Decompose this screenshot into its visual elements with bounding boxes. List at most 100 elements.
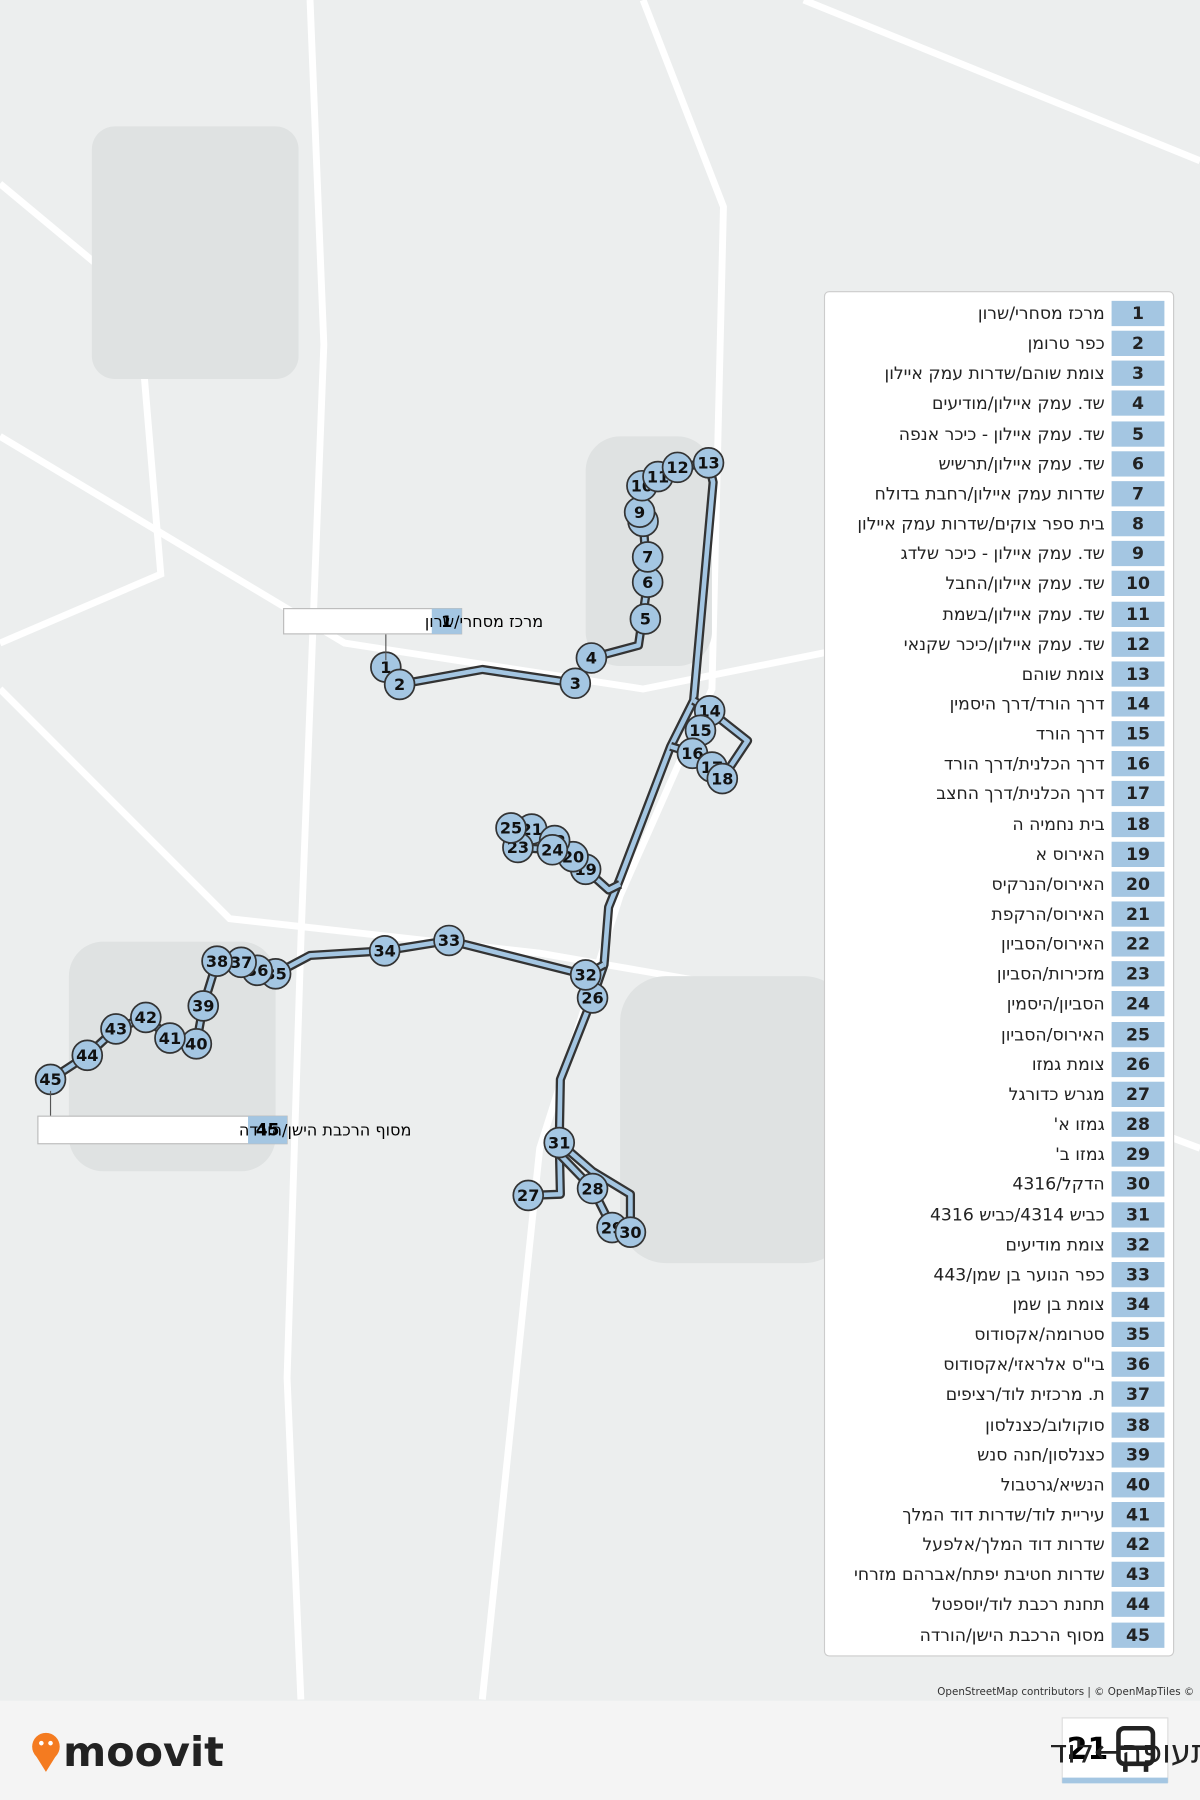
stop-circle xyxy=(706,762,739,795)
stop-circle xyxy=(130,1001,162,1034)
stop-number: 37 xyxy=(1111,1381,1165,1408)
stop-marker: 6 xyxy=(631,566,664,598)
stop-number: 16 xyxy=(681,744,703,763)
stop-row: 18 בית נחמיה ה xyxy=(829,811,1165,837)
stop-number: 2 xyxy=(1111,330,1165,357)
callout-name: מסוף הרכבת הישן/הורדה xyxy=(239,1121,412,1140)
stop-marker: 37 xyxy=(225,946,257,979)
stop-row: 24 הסביון/היסמין xyxy=(829,991,1165,1017)
stop-row: 23 מזכירות/הסביון xyxy=(829,961,1165,987)
stop-marker: 41 xyxy=(154,1022,186,1054)
stop-number: 44 xyxy=(76,1046,98,1065)
stop-name: שד. עמק איילון/בשמת xyxy=(942,603,1105,625)
stop-name: האירוס/הסביון xyxy=(1001,1023,1105,1045)
stop-marker: 38 xyxy=(201,945,233,977)
stop-row: 29 גמזו ב' xyxy=(829,1141,1165,1167)
callout-number: 1 xyxy=(441,612,452,631)
stop-name: צומת שוהם/שדרות עמק איילון xyxy=(884,363,1105,384)
stop-marker: 3 xyxy=(559,667,592,700)
stop-number: 41 xyxy=(1111,1502,1165,1528)
stop-name: שד. עמק איילון/החבל xyxy=(945,573,1105,595)
stop-number: 30 xyxy=(619,1223,641,1242)
stop-number: 26 xyxy=(581,989,603,1008)
stop-row: 19 האירוס א xyxy=(829,841,1165,867)
stop-name: הנשיא/גרטבול xyxy=(1000,1474,1105,1495)
stop-marker: 33 xyxy=(433,924,465,957)
brand-logo: moovit xyxy=(32,1728,224,1776)
stop-number: 11 xyxy=(1111,601,1165,627)
stop-row: 16 דרך הכלנית/דרך הורד xyxy=(829,751,1165,777)
route-number: 21 xyxy=(1067,1732,1109,1767)
areas xyxy=(68,126,850,1264)
stop-number: 1 xyxy=(380,658,391,677)
stop-number: 4 xyxy=(586,649,597,668)
stop-circle xyxy=(368,935,401,967)
stop-number: 19 xyxy=(1111,841,1165,867)
stop-name: האירוס א xyxy=(1035,843,1105,865)
stop-marker: 42 xyxy=(130,1001,162,1034)
stop-circle xyxy=(661,451,694,484)
stop-name: צומת בן שמן xyxy=(1012,1294,1105,1315)
stop-number: 39 xyxy=(192,997,214,1016)
stop-name: מזכירות/הסביון xyxy=(996,963,1105,985)
stop-number: 5 xyxy=(1111,420,1165,447)
stop-name: שד. עמק איילון - כיכר שלדג xyxy=(900,543,1105,565)
stop-marker: 4 xyxy=(575,642,608,674)
stop-row: 7 שדרות עמק איילון/רחבת בדולח xyxy=(829,481,1165,507)
stop-name: דרך הכלנית/דרך הורד xyxy=(943,753,1105,775)
stop-number: 7 xyxy=(642,548,653,567)
stop-name: האירוס/הנרקיס xyxy=(991,873,1105,895)
stop-row: 9 שד. עמק איילון - כיכר שלדג xyxy=(829,541,1165,567)
stop-circle xyxy=(71,1039,104,1072)
stop-name: תחנת רכבת לוד/יוספטל xyxy=(931,1594,1105,1616)
stop-name: האירוס/הרקפת xyxy=(991,903,1105,925)
stop-number: 3 xyxy=(570,674,581,693)
stop-circle xyxy=(576,1172,609,1205)
stop-number: 24 xyxy=(1111,991,1165,1017)
stop-marker: 27 xyxy=(512,1179,545,1212)
stop-row: 35 סטרומה/אקסודוס xyxy=(829,1321,1165,1348)
stop-number: 9 xyxy=(1111,541,1165,567)
stop-row: 20 האירוס/הנרקיס xyxy=(829,871,1165,897)
footer xyxy=(0,1700,1200,1800)
stop-number: 43 xyxy=(105,1020,127,1039)
stop-number: 42 xyxy=(1111,1532,1165,1558)
stop-marker: 7 xyxy=(631,541,664,573)
stop-name: שד. עמק איילון/כיכר שקנאי xyxy=(903,633,1105,655)
stop-row: 33 כפר הנוער בן שמן/443 xyxy=(829,1261,1165,1288)
stop-number: 27 xyxy=(1111,1081,1165,1107)
stop-row: 14 דרך הורד/דרך היסמין xyxy=(829,691,1165,717)
stop-row: 11 שד. עמק איילון/בשמת xyxy=(829,601,1165,627)
stop-circle xyxy=(543,1126,576,1159)
stop-name: בית ספר צוקים/שדרות עמק איילון xyxy=(857,513,1105,535)
stop-marker: 13 xyxy=(692,446,725,479)
stop-number: 18 xyxy=(711,769,733,788)
stop-row: 21 האירוס/הרקפת xyxy=(829,901,1165,927)
stop-number: 3 xyxy=(1111,360,1165,387)
stop-name: שדרות עמק איילון/רחבת בדולח xyxy=(874,483,1105,504)
stop-number: 40 xyxy=(1111,1471,1165,1498)
stop-number: 6 xyxy=(642,573,653,592)
stop-row: 30 הדקל/4316 xyxy=(829,1171,1165,1197)
stop-number: 14 xyxy=(1111,691,1165,717)
stop-number: 31 xyxy=(548,1133,570,1152)
stop-row: 3 צומת שוהם/שדרות עמק איילון xyxy=(829,360,1165,387)
stop-circle xyxy=(631,541,664,573)
stop-marker: 43 xyxy=(100,1013,132,1045)
stop-row: 8 בית ספר צוקים/שדרות עמק איילון xyxy=(829,511,1165,537)
stop-marker: 9 xyxy=(623,496,656,528)
stop-marker: 10 xyxy=(626,469,658,502)
stop-number: 23 xyxy=(1111,961,1165,987)
stop-number: 9 xyxy=(634,503,645,522)
stop-number: 34 xyxy=(374,942,396,961)
stop-name: הסביון/היסמין xyxy=(1006,993,1105,1015)
route-name: קרית שדה התעופה←לוד xyxy=(1050,1733,1200,1771)
stop-row: 36 בי"ס אלראזי/אקסודוס xyxy=(829,1351,1165,1378)
stop-name: שד. עמק איילון/מודיעים xyxy=(932,393,1105,414)
stop-name: כפר הנוער בן שמן/443 xyxy=(933,1264,1105,1285)
stop-name: כביש 4314/כביש 4316 xyxy=(929,1204,1105,1225)
stop-name: סוקולוב/כצנלסון xyxy=(985,1414,1105,1435)
stop-name: מגרש כדורגל xyxy=(1008,1083,1105,1105)
